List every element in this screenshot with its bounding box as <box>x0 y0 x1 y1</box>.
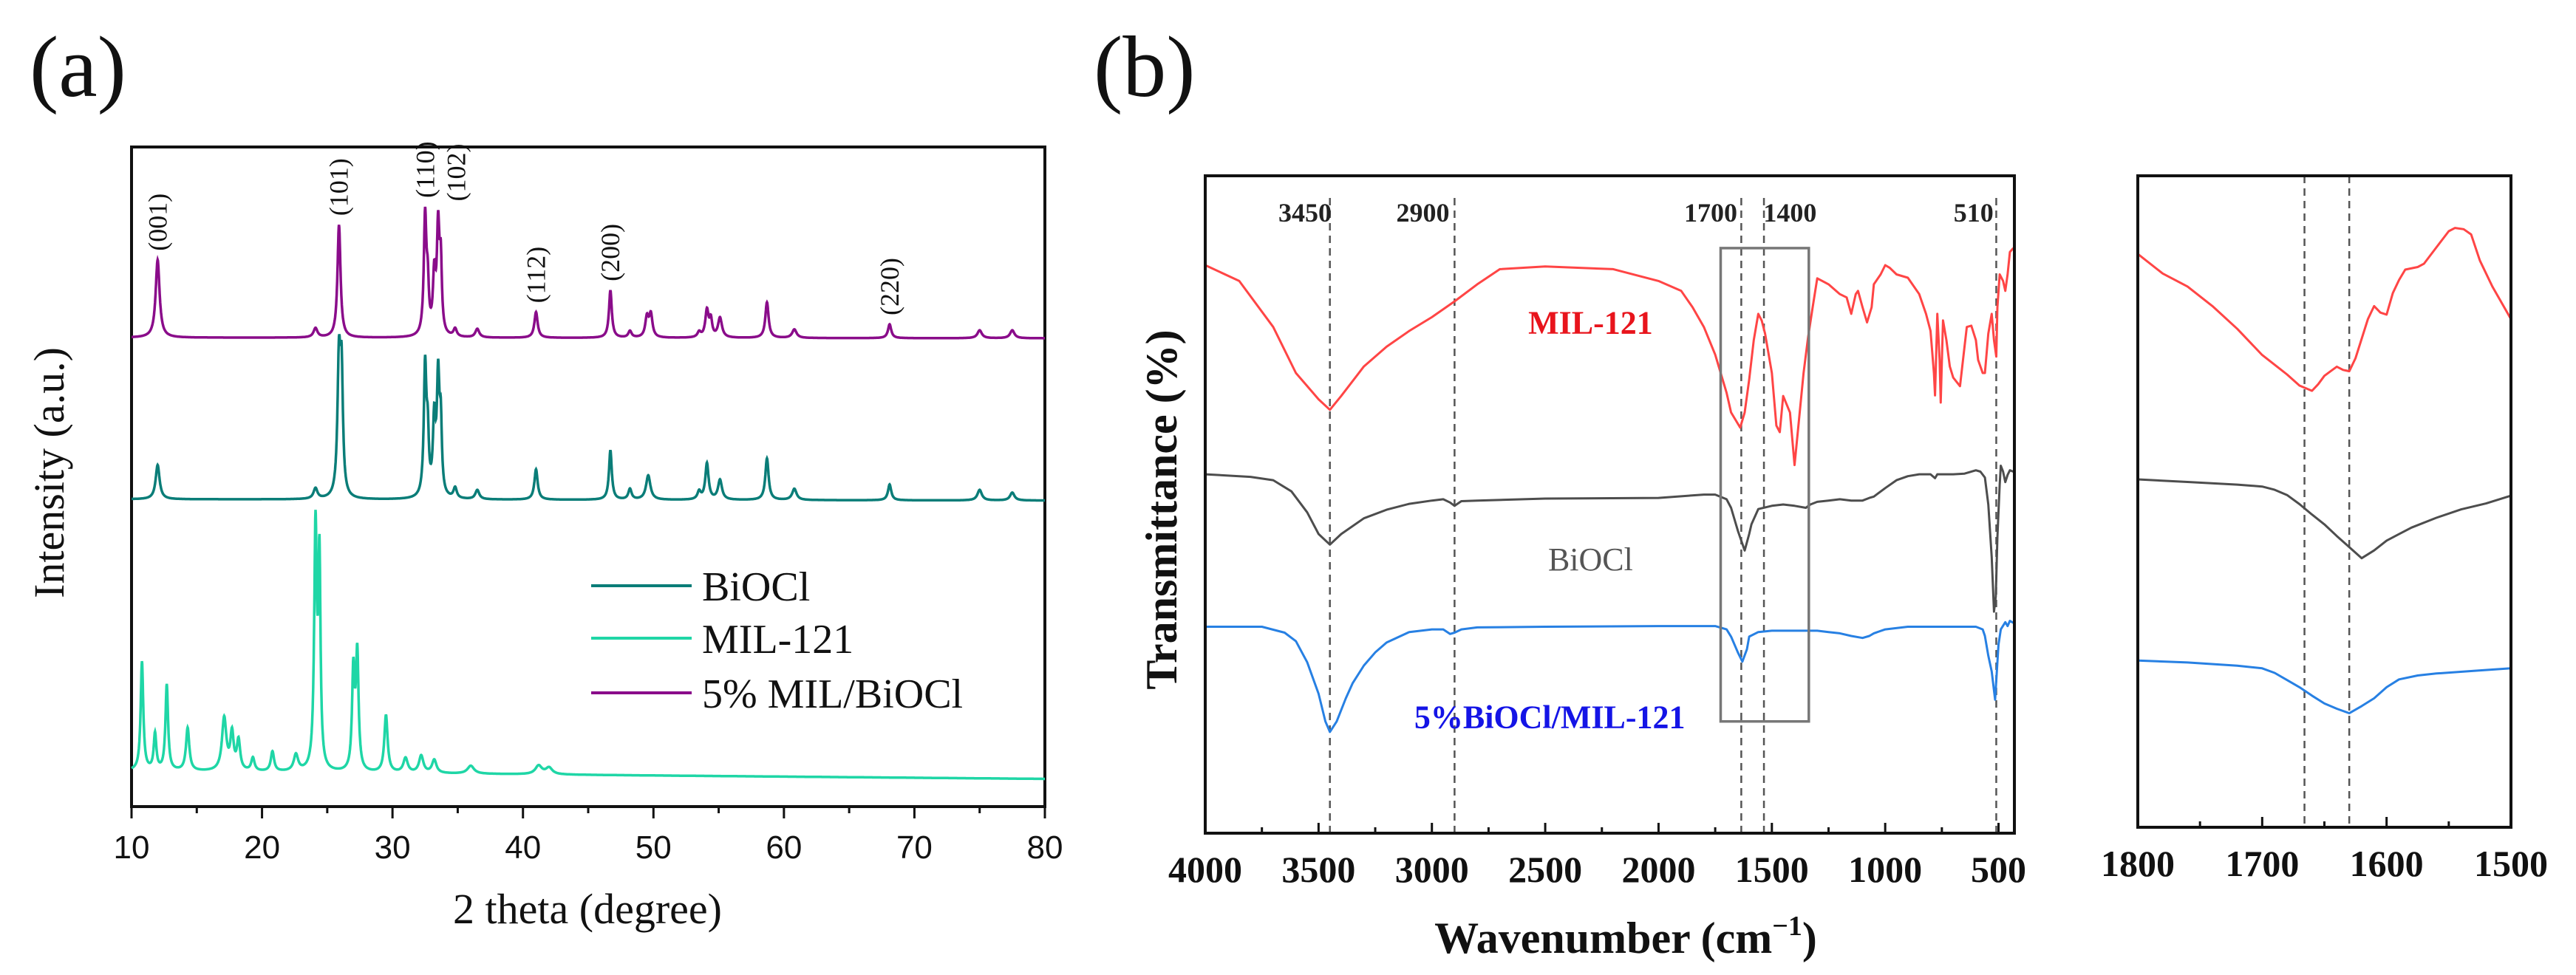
curve-label: 5%BiOCl/MIL-121 <box>1414 699 1686 736</box>
x-tick-label-b: 1500 <box>2474 843 2548 884</box>
x-tick-label-a: 10 <box>114 829 150 866</box>
legend-label: 5% MIL/BiOCl <box>702 671 963 717</box>
curve-label: BiOCl <box>1548 541 1633 578</box>
x-tick-label-b: 3500 <box>1281 849 1355 890</box>
hkl-label: (102) <box>441 144 471 202</box>
series-line-mil-121 <box>1204 247 2014 467</box>
x-tick-label-b: 4000 <box>1168 849 1242 890</box>
x-tick-label-a: 30 <box>375 829 411 866</box>
x-tick-label-b: 1000 <box>1848 849 1922 890</box>
x-tick-label-b: 2000 <box>1621 849 1695 890</box>
series-line-biocl <box>1204 465 2014 613</box>
x-axis-title-b-main: Wavenumber (cm <box>1434 914 1772 962</box>
x-tick-label-a: 20 <box>244 829 280 866</box>
x-tick-label-b: 500 <box>1971 849 2026 890</box>
x-axis-title-b-sup: −1 <box>1772 911 1802 942</box>
x-tick-label-b: 1500 <box>1735 849 1809 890</box>
hkl-label: (220) <box>875 258 904 315</box>
y-axis-title-b: Transmittance (%) <box>1137 329 1186 689</box>
curve-label: MIL-121 <box>1528 305 1653 341</box>
hkl-label: (101) <box>324 158 354 216</box>
x-tick-label-b: 1600 <box>2350 843 2424 884</box>
peak-annotation: 1400 <box>1763 198 1816 228</box>
x-tick-label-a: 60 <box>766 829 802 866</box>
hkl-label: (112) <box>521 247 551 304</box>
hkl-label: (110) <box>410 141 440 198</box>
series-line-biocl <box>2137 478 2512 560</box>
series-line-mil-121 <box>2137 227 2512 392</box>
series-line-biocl <box>132 334 1045 502</box>
xrd-chart: 10 20 30 40 50 60 70 80 (001) (101) (110) (102) (112… <box>114 141 1063 866</box>
panel-label-a: (a) <box>30 18 126 115</box>
legend-label: BiOCl <box>702 564 810 610</box>
hkl-label: (200) <box>596 224 625 281</box>
x-tick-label-b: 1800 <box>2101 843 2175 884</box>
series-line-mil-121 <box>131 510 1045 781</box>
series-line-5-biocl-mil-121 <box>2137 659 2512 715</box>
peak-annotation: 2900 <box>1396 198 1449 228</box>
x-tick-label-a: 80 <box>1027 829 1063 866</box>
x-tick-label-b: 2500 <box>1508 849 1582 890</box>
legend-label: MIL-121 <box>702 617 853 663</box>
ftir-chart: 4000 3500 3000 2500 2000 1500 1000 500 3450 2900 1… <box>1168 174 2026 890</box>
peak-annotation: 510 <box>1954 198 1994 228</box>
peak-annotation: 1700 <box>1684 198 1737 228</box>
series-line-5-mil-biocl <box>132 206 1045 340</box>
x-axis-title-b: Wavenumber (cm−1) <box>1434 911 1817 962</box>
x-tick-label-b: 1700 <box>2225 843 2299 884</box>
plot-frame <box>1204 174 2016 835</box>
series-line-5-biocl-mil-121 <box>1205 620 2014 733</box>
highlight-box <box>1719 247 1810 723</box>
x-tick-label-a: 70 <box>896 829 933 866</box>
x-tick-label-a: 40 <box>505 829 541 866</box>
panel-label-b: (b) <box>1094 18 1196 115</box>
x-tick-label-b: 3000 <box>1395 849 1469 890</box>
x-axis-title-b-end: ) <box>1802 914 1817 962</box>
x-tick-label-a: 50 <box>636 829 672 866</box>
plot-frame <box>2136 174 2512 829</box>
peak-annotation: 3450 <box>1278 198 1332 228</box>
ftir-inset-chart: 1800 1700 1600 1500 <box>2101 174 2548 884</box>
y-axis-title-a: Intensity (a.u.) <box>25 347 73 598</box>
x-axis-title-a: 2 theta (degree) <box>453 885 722 933</box>
hkl-label: (001) <box>143 194 172 251</box>
